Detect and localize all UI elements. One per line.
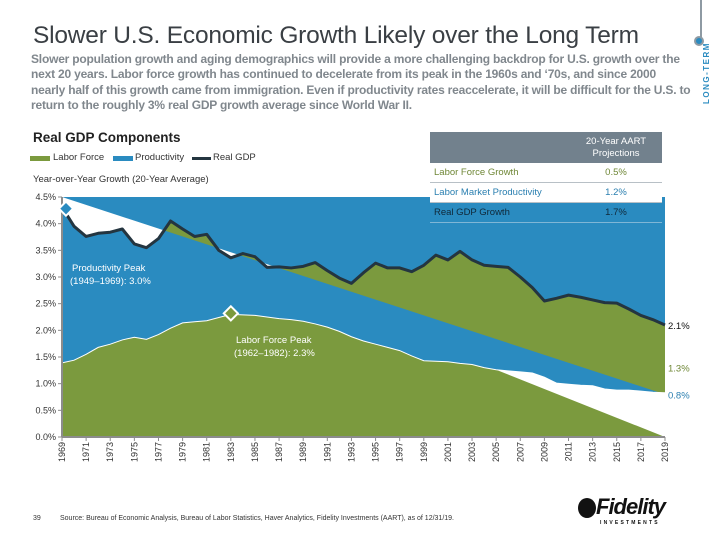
productivity-peak-marker	[57, 200, 75, 218]
row-label: Real GDP Growth	[434, 207, 510, 218]
x-tick-label: 1997	[395, 442, 405, 462]
x-tick-label: 1975	[129, 442, 139, 462]
end-label: 0.8%	[668, 390, 690, 401]
x-tick-label: 2003	[467, 442, 477, 462]
x-tick-label: 1995	[371, 442, 381, 462]
logo-wordmark: Fidelity	[596, 494, 666, 519]
fidelity-logo: Fidelity INVESTMENTS	[578, 496, 690, 528]
logo-mark-icon	[578, 498, 596, 518]
real-gdp-line	[60, 206, 666, 327]
end-label: 1.3%	[668, 364, 690, 375]
x-tick-label: 2013	[588, 442, 598, 462]
y-tick-label: 1.5%	[35, 352, 56, 362]
x-tick-label: 2011	[564, 442, 574, 461]
side-tab-dot-icon	[694, 36, 704, 46]
page-title: Slower U.S. Economic Growth Likely over …	[33, 22, 639, 49]
row-value: 1.2%	[605, 187, 627, 198]
table-row: Labor Force Growth 0.5%	[430, 163, 662, 183]
row-value: 1.7%	[605, 207, 627, 218]
x-tick-label: 1985	[250, 442, 260, 462]
x-tick-label: 2005	[491, 442, 501, 462]
x-tick-label: 1999	[419, 442, 429, 462]
x-tick-label: 1979	[178, 442, 188, 462]
projections-header: 20-Year AART Projections	[430, 132, 662, 163]
intro-paragraph: Slower population growth and aging demog…	[31, 52, 691, 113]
end-label: 2.1%	[668, 321, 690, 332]
x-tick-label: 2009	[539, 442, 549, 462]
x-tick-label: 1973	[105, 442, 115, 462]
labor-peak-marker	[222, 304, 240, 322]
row-value: 0.5%	[605, 167, 627, 178]
labor-force-area	[62, 314, 665, 437]
x-tick-label: 1969	[57, 442, 67, 462]
y-axis-label: Year-over-Year Growth (20-Year Average)	[33, 174, 209, 185]
x-tick-label: 1983	[226, 442, 236, 462]
y-tick-label: 0.0%	[35, 432, 56, 442]
x-tick-label: 1971	[81, 442, 91, 462]
labor-force-line	[61, 313, 666, 394]
y-tick-label: 0.5%	[35, 405, 56, 415]
legend-swatch-gdp	[192, 157, 211, 160]
legend-swatch-labor	[30, 156, 50, 161]
x-tick-label: 1991	[322, 442, 332, 462]
x-tick-label: 2007	[515, 442, 525, 462]
x-tick-label: 2001	[443, 442, 453, 462]
table-row: Labor Market Productivity 1.2%	[430, 183, 662, 203]
y-tick-label: 2.5%	[35, 299, 56, 309]
chart-title: Real GDP Components	[33, 130, 181, 145]
x-tick-label: 2015	[612, 442, 622, 462]
legend-gdp: Real GDP	[213, 152, 256, 163]
y-tick-label: 3.0%	[35, 272, 56, 282]
annotation-labor-peak-detail: (1962–1982): 2.3%	[234, 348, 315, 359]
y-tick-label: 1.0%	[35, 379, 56, 389]
logo-subtitle: INVESTMENTS	[600, 520, 660, 526]
x-tick-label: 1977	[153, 442, 163, 462]
projections-table: 20-Year AART Projections Labor Force Gro…	[430, 132, 662, 223]
projections-header-label: 20-Year AART Projections	[585, 136, 647, 159]
y-tick-label: 3.5%	[35, 245, 56, 255]
source-note: Source: Bureau of Economic Analysis, Bur…	[60, 515, 454, 522]
x-tick-label: 1993	[346, 442, 356, 462]
annotation-labor-peak: Labor Force Peak	[236, 335, 312, 346]
annotation-productivity-peak: Productivity Peak	[72, 263, 146, 274]
legend-labor: Labor Force	[53, 152, 105, 163]
row-label: Labor Market Productivity	[434, 187, 542, 198]
x-tick-label: 2017	[636, 442, 646, 462]
x-tick-label: 1981	[202, 442, 212, 462]
x-tick-label: 1989	[298, 442, 308, 462]
row-label: Labor Force Growth	[434, 167, 519, 178]
x-tick-label: 1987	[274, 442, 284, 462]
legend-swatch-productivity	[113, 156, 133, 161]
annotation-productivity-peak-detail: (1949–1969): 3.0%	[70, 276, 151, 287]
table-row: Real GDP Growth 1.7%	[430, 203, 662, 223]
legend-productivity: Productivity	[135, 152, 185, 163]
y-tick-label: 4.5%	[35, 192, 56, 202]
y-tick-label: 2.0%	[35, 325, 56, 335]
y-tick-label: 4.0%	[35, 219, 56, 229]
side-tab-line	[700, 0, 702, 38]
x-tick-label: 2019	[660, 442, 670, 462]
page-number: 39	[33, 515, 41, 522]
